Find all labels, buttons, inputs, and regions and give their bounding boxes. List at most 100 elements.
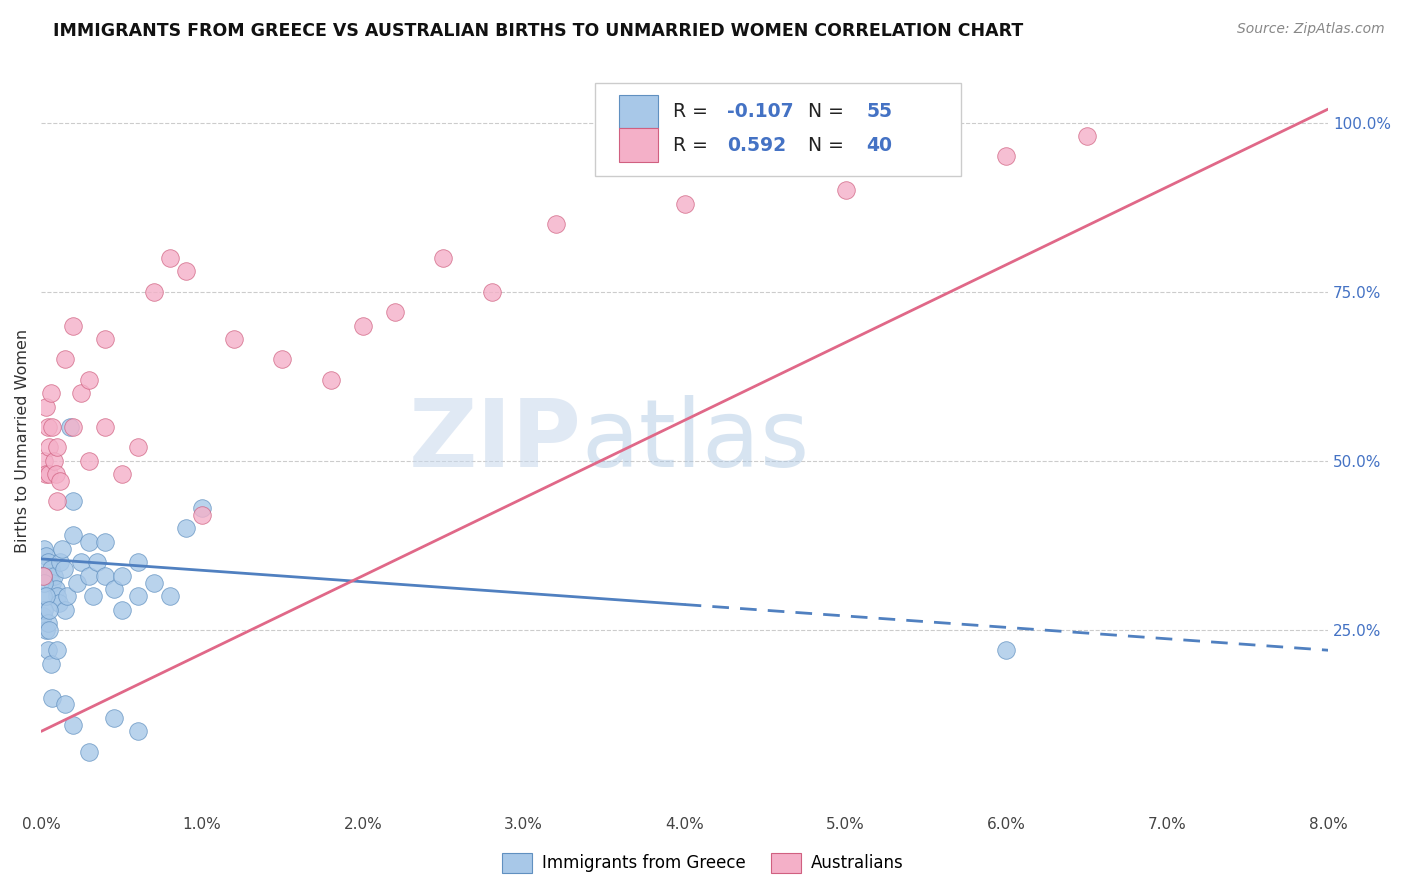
Text: R =: R =: [673, 103, 714, 121]
Point: [62, 528, 84, 542]
Point: [142, 575, 165, 590]
Point: [34, 602, 56, 616]
Point: [79, 454, 101, 468]
Point: [35, 589, 58, 603]
Text: N =: N =: [808, 103, 851, 121]
Point: [53, 698, 76, 712]
Point: [35, 400, 58, 414]
Point: [35, 623, 58, 637]
Text: 40: 40: [866, 136, 891, 154]
Text: Source: ZipAtlas.com: Source: ZipAtlas.com: [1237, 22, 1385, 37]
Point: [53, 602, 76, 616]
Point: [834, 183, 856, 197]
Y-axis label: Births to Unmarried Women: Births to Unmarried Women: [15, 328, 30, 552]
Point: [41, 420, 63, 434]
Text: 0.592: 0.592: [727, 136, 786, 154]
Point: [94, 569, 117, 583]
Point: [673, 196, 696, 211]
Text: N =: N =: [808, 136, 851, 154]
Point: [35, 467, 58, 482]
Point: [38, 467, 60, 482]
Text: atlas: atlas: [582, 394, 810, 486]
Text: -0.107: -0.107: [727, 103, 794, 121]
Point: [51, 541, 73, 556]
Point: [62, 717, 84, 731]
Point: [174, 264, 197, 278]
Point: [48, 596, 70, 610]
Legend: Immigrants from Greece, Australians: Immigrants from Greece, Australians: [495, 847, 911, 880]
Text: ZIP: ZIP: [409, 394, 582, 486]
Point: [271, 352, 294, 367]
Point: [45, 582, 67, 597]
Point: [319, 373, 342, 387]
Point: [191, 501, 214, 516]
Point: [46, 440, 69, 454]
Point: [1076, 129, 1098, 144]
Point: [42, 454, 65, 468]
Point: [191, 508, 214, 522]
Point: [59, 420, 82, 434]
Point: [86, 555, 108, 569]
Point: [49, 474, 72, 488]
Point: [46, 589, 69, 603]
Point: [82, 589, 104, 603]
Point: [995, 643, 1018, 657]
Point: [38, 623, 60, 637]
Point: [37, 643, 59, 657]
Point: [31, 609, 53, 624]
Point: [127, 724, 149, 739]
Point: [62, 420, 84, 434]
Point: [127, 589, 149, 603]
Point: [46, 643, 69, 657]
Point: [142, 285, 165, 299]
Point: [38, 569, 60, 583]
Point: [52, 562, 75, 576]
Point: [384, 305, 406, 319]
Point: [432, 251, 454, 265]
Point: [224, 332, 246, 346]
Point: [38, 602, 60, 616]
Point: [79, 745, 101, 759]
Point: [39, 386, 62, 401]
Point: [41, 690, 63, 705]
Point: [110, 602, 132, 616]
Point: [31, 569, 53, 583]
Point: [42, 569, 65, 583]
Point: [127, 555, 149, 569]
Point: [65, 575, 87, 590]
Point: [79, 535, 101, 549]
FancyBboxPatch shape: [595, 83, 962, 177]
Point: [352, 318, 374, 333]
Point: [79, 569, 101, 583]
Point: [38, 440, 60, 454]
Point: [79, 373, 101, 387]
Point: [481, 285, 503, 299]
Point: [34, 454, 56, 468]
Point: [544, 217, 567, 231]
Point: [94, 420, 117, 434]
Point: [70, 386, 93, 401]
Point: [70, 555, 93, 569]
Point: [46, 494, 69, 508]
Point: [110, 569, 132, 583]
Point: [94, 332, 117, 346]
Point: [35, 549, 58, 563]
Point: [174, 521, 197, 535]
Point: [37, 616, 59, 631]
Point: [110, 467, 132, 482]
Point: [103, 711, 125, 725]
Point: [995, 149, 1018, 163]
Text: R =: R =: [673, 136, 714, 154]
Point: [103, 582, 125, 597]
Point: [31, 589, 53, 603]
Point: [34, 575, 56, 590]
FancyBboxPatch shape: [619, 95, 658, 128]
Point: [39, 657, 62, 671]
Point: [62, 318, 84, 333]
Point: [39, 562, 62, 576]
Text: IMMIGRANTS FROM GREECE VS AUSTRALIAN BIRTHS TO UNMARRIED WOMEN CORRELATION CHART: IMMIGRANTS FROM GREECE VS AUSTRALIAN BIR…: [53, 22, 1024, 40]
Point: [53, 352, 76, 367]
Point: [62, 494, 84, 508]
Point: [45, 467, 67, 482]
Point: [34, 541, 56, 556]
